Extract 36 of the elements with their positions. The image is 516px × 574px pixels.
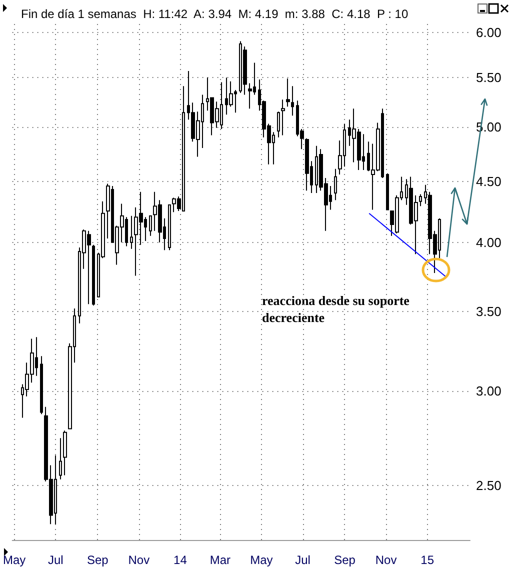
candlestick [168, 204, 171, 251]
candlestick [130, 215, 133, 250]
candlestick [59, 438, 62, 480]
x-tick-label: Mar [210, 553, 230, 567]
y-tick-label: 4.50 [476, 174, 502, 189]
x-tick-label: Jul [48, 553, 64, 567]
candlestick [63, 430, 67, 476]
x-tick-label: Sep [86, 553, 109, 567]
candlestick [291, 86, 294, 116]
chart-title: Fin de día 1 semanas H: 11:42 A: 3.94 M: 4.19 m: 3.88 C: 4.18 P : 10 [21, 7, 408, 21]
candlestick [334, 168, 337, 201]
y-tick-label: 3.00 [476, 384, 502, 399]
x-tick-label: 15 [420, 553, 434, 567]
candlestick [92, 244, 95, 306]
candlestick [286, 78, 290, 108]
y-tick-label: 4.00 [476, 234, 502, 250]
y-tick-label: 2.50 [476, 478, 502, 493]
y-tick-label: 5.50 [476, 70, 502, 86]
candlestick [277, 111, 280, 138]
candlestick [419, 194, 422, 207]
candlestick [386, 172, 389, 210]
candlestick [40, 356, 43, 415]
x-tick-label: Nov [375, 553, 397, 567]
y-tick-label: 3.50 [476, 304, 502, 319]
x-tick-label: May [250, 553, 273, 567]
x-tick-label: Jul [295, 553, 310, 567]
annotation: reacciona desde su soporte decreciente [262, 293, 413, 325]
candlestick [281, 99, 285, 136]
y-tick-label: 6.00 [476, 25, 502, 40]
x-tick-label: 14 [174, 553, 188, 567]
x-tick-label: May [3, 553, 26, 567]
candlestick [305, 138, 309, 192]
candlestick [149, 215, 152, 236]
x-tick-label: Sep [334, 553, 356, 567]
candlestick [106, 183, 110, 239]
x-tick-label: Nov [128, 553, 150, 567]
